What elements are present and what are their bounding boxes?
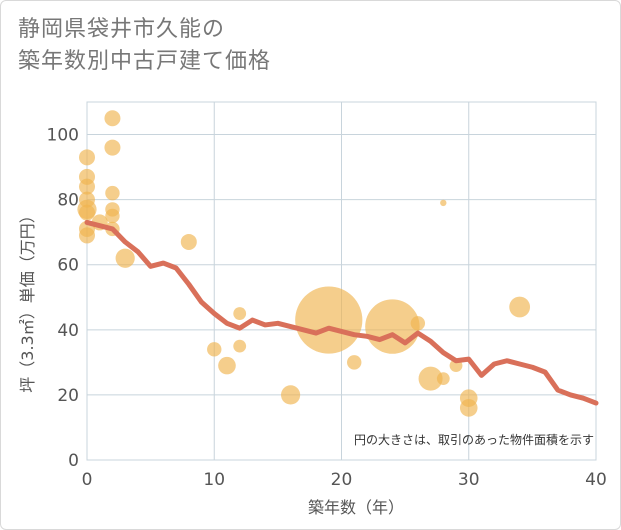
x-axis-label: 築年数（年） <box>308 498 404 517</box>
y-tick-label: 60 <box>57 256 79 276</box>
x-tick-label: 10 <box>203 470 225 490</box>
data-bubble <box>233 339 247 353</box>
data-bubble <box>436 372 450 386</box>
data-bubble <box>79 149 95 166</box>
data-bubble <box>180 233 197 250</box>
data-bubble <box>440 199 447 207</box>
trend-layer <box>84 219 599 406</box>
data-bubble <box>509 296 531 318</box>
data-bubble <box>104 110 121 127</box>
data-bubble <box>459 399 478 417</box>
data-bubble <box>410 316 426 331</box>
data-bubble <box>105 208 120 224</box>
data-bubble <box>115 248 135 268</box>
trend-line <box>84 219 599 406</box>
data-bubble <box>218 356 236 375</box>
y-axis-label: 坪（3.3㎡）単価（万円） <box>18 207 37 392</box>
x-tick-label: 0 <box>82 470 93 490</box>
data-bubble <box>281 385 301 405</box>
data-bubble <box>79 204 95 221</box>
data-bubble <box>79 178 95 195</box>
data-bubble <box>104 139 121 156</box>
y-tick-label: 100 <box>47 126 79 146</box>
x-tick-label: 30 <box>458 470 480 490</box>
grid-layer <box>86 101 597 461</box>
data-bubble <box>418 366 443 391</box>
chart-title-line2: 築年数別中古戸建て価格 <box>18 49 272 74</box>
x-tick-label: 40 <box>585 470 607 490</box>
y-tick-label: 40 <box>57 321 79 341</box>
y-tick-label: 0 <box>68 451 79 471</box>
chart-title: 静岡県袋井市久能の 築年数別中古戸建て価格 <box>18 14 271 78</box>
data-bubble <box>295 286 363 354</box>
data-bubble <box>207 342 222 357</box>
data-bubble <box>347 355 362 370</box>
chart-title-line1: 静岡県袋井市久能の <box>18 17 226 42</box>
data-bubble <box>79 227 95 244</box>
y-tick-label: 20 <box>57 386 79 406</box>
x-tick-label: 20 <box>331 470 353 490</box>
size-legend-note: 円の大きさは、取引のあった物件面積を示す <box>354 432 594 447</box>
data-bubble <box>233 307 247 320</box>
y-tick-label: 80 <box>57 191 79 211</box>
tick-layer: 0 10 20 30 40 0 20 40 60 80 100 <box>47 126 607 490</box>
data-bubble <box>105 185 120 201</box>
